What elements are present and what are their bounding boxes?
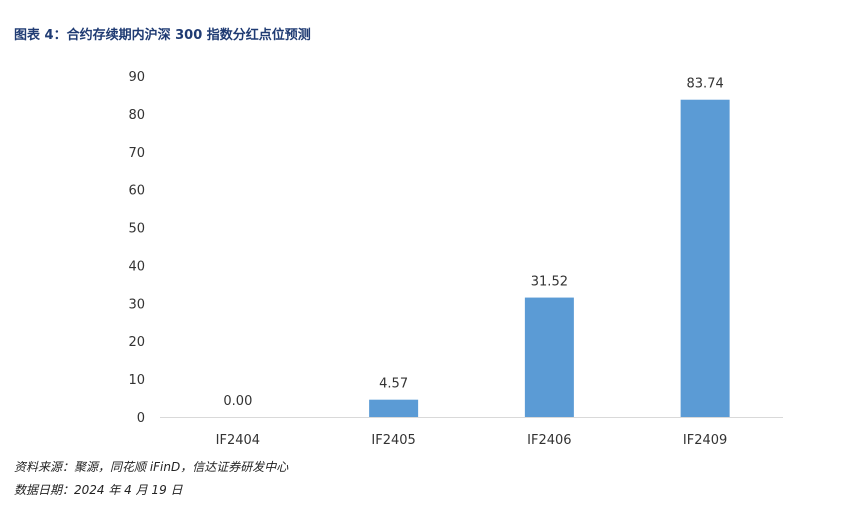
data-label-if2405: 4.57	[379, 377, 408, 392]
data-label-if2409: 83.74	[687, 77, 724, 92]
y-tick-label: 50	[128, 222, 145, 237]
data-labels: 0.00 4.57 31.52 83.74	[223, 77, 723, 409]
data-label-if2404: 0.00	[223, 394, 252, 409]
y-tick-label: 80	[128, 108, 145, 123]
y-axis-tick-labels: 0 10 20 30 40 50 60 70 80 90	[128, 70, 145, 426]
y-tick-label: 0	[137, 411, 145, 426]
data-label-if2406: 31.52	[531, 275, 568, 290]
figure-title: 图表 4：合约存续期内沪深 300 指数分红点位预测	[14, 28, 311, 43]
bar-if2406	[524, 297, 574, 417]
bars	[369, 99, 730, 417]
date-note: 数据日期：2024 年 4 月 19 日	[14, 483, 183, 497]
y-tick-label: 20	[128, 335, 145, 350]
x-tick-label-if2405: IF2405	[371, 433, 415, 448]
bar-if2405	[369, 399, 419, 417]
y-tick-label: 30	[128, 297, 145, 312]
x-axis-tick-labels: IF2404 IF2405 IF2406 IF2409	[216, 433, 728, 448]
y-tick-label: 90	[128, 70, 145, 85]
x-tick-label-if2409: IF2409	[683, 433, 727, 448]
y-tick-label: 60	[128, 184, 145, 199]
y-tick-label: 40	[128, 259, 145, 274]
source-note: 资料来源：聚源，同花顺 iFinD，信达证券研发中心	[14, 460, 289, 474]
y-tick-label: 10	[128, 373, 145, 388]
bar-if2409	[680, 99, 730, 417]
y-tick-label: 70	[128, 146, 145, 161]
x-tick-label-if2406: IF2406	[527, 433, 571, 448]
x-tick-label-if2404: IF2404	[216, 433, 260, 448]
